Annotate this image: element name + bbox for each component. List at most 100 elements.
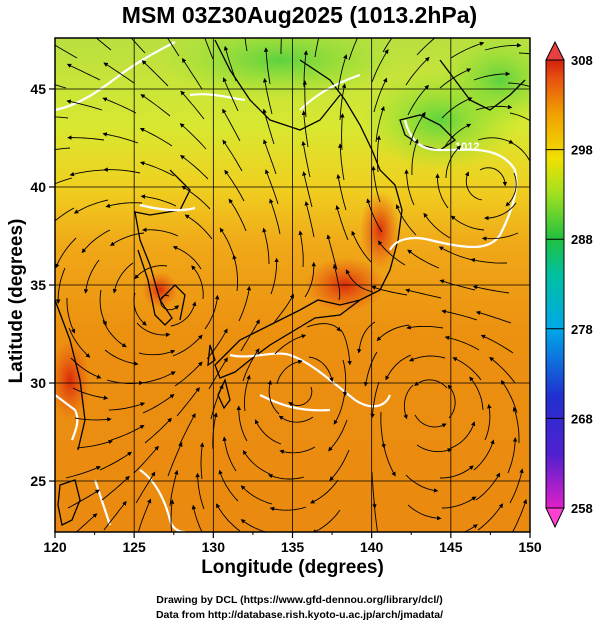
streamline: [134, 265, 168, 280]
streamline: [304, 201, 315, 238]
streamline: [208, 357, 228, 390]
streamline: [70, 357, 102, 379]
streamline: [240, 519, 268, 532]
colorbar-tick-label: 268: [571, 411, 593, 426]
streamline: [72, 387, 109, 400]
streamline: [222, 108, 241, 142]
streamline: [67, 135, 105, 141]
streamline: [216, 503, 241, 532]
streamline: [102, 97, 137, 114]
streamline: [170, 301, 197, 327]
streamline: [477, 137, 514, 144]
streamline: [380, 411, 386, 449]
streamline: [370, 381, 380, 419]
streamline: [55, 177, 73, 185]
x-tick-label: 135: [281, 539, 305, 555]
streamline: [66, 63, 101, 81]
streamline: [337, 54, 348, 91]
streamline: [484, 403, 492, 441]
streamline: [67, 489, 100, 509]
map-title: MSM 03Z30Aug2025 (1013.2hPa): [121, 2, 478, 28]
streamline: [404, 169, 415, 206]
streamline: [199, 442, 205, 480]
streamline: [306, 323, 342, 332]
colorbar-tick-label: 298: [571, 143, 593, 158]
streamline: [244, 38, 248, 52]
streamline: [406, 325, 444, 330]
streamline: [180, 154, 209, 180]
streamline: [55, 237, 77, 269]
streamline: [477, 503, 504, 531]
y-tick-label: 45: [30, 81, 46, 97]
streamline: [328, 419, 348, 452]
streamline: [55, 147, 71, 151]
streamline: [73, 199, 109, 214]
y-axis-ticks: 25 30 35 40 45: [30, 81, 55, 489]
streamline: [103, 62, 135, 84]
streamline: [441, 97, 473, 119]
streamline: [130, 38, 146, 54]
x-tick-label: 145: [439, 539, 463, 555]
y-tick-label: 25: [30, 473, 46, 489]
streamline: [309, 479, 339, 504]
streamline: [463, 524, 478, 532]
streamline: [376, 135, 381, 173]
streamline: [439, 465, 474, 479]
streamline: [267, 473, 305, 480]
streamline: [279, 446, 316, 454]
streamline: [382, 441, 396, 477]
streamline: [411, 138, 419, 176]
streamline: [473, 439, 495, 471]
streamline: [195, 472, 205, 510]
streamline: [179, 123, 207, 150]
streamline: [439, 68, 472, 89]
streamline: [262, 77, 273, 115]
streamline: [144, 417, 172, 444]
streamline: [66, 298, 76, 334]
streamline: [236, 405, 248, 442]
x-tick-label: 150: [518, 539, 542, 555]
streamline: [176, 387, 200, 417]
streamline: [242, 450, 271, 475]
streamline: [302, 171, 313, 208]
streamline: [345, 269, 374, 293]
streamline: [109, 232, 145, 246]
streamline: [55, 44, 78, 59]
streamline: [99, 289, 107, 326]
streamline: [272, 293, 294, 325]
colorbar-tick-label: 258: [571, 501, 593, 516]
streamline: [102, 319, 127, 348]
streamline: [409, 355, 446, 362]
streamline: [444, 335, 480, 351]
streamline: [484, 202, 517, 221]
streamline: [371, 285, 408, 296]
streamline: [108, 402, 146, 411]
streamline: [76, 439, 114, 449]
streamline: [405, 474, 439, 493]
colorbar-max-triangle: [545, 40, 565, 61]
streamline: [475, 310, 512, 324]
streamline: [276, 359, 303, 385]
streamline: [450, 41, 485, 59]
streamline: [267, 380, 280, 415]
streamline: [167, 441, 183, 477]
streamline: [403, 384, 414, 420]
streamline: [480, 334, 514, 354]
streamline: [55, 116, 69, 119]
streamline: [262, 108, 275, 145]
streamline: [484, 43, 522, 51]
streamline: [68, 327, 91, 358]
streamline: [263, 47, 271, 85]
streamline: [507, 82, 530, 88]
x-tick-label: 140: [360, 539, 384, 555]
credit-data: Data from http://database.rish.kyoto-u.a…: [155, 609, 444, 621]
streamline: [140, 94, 171, 117]
streamline: [298, 230, 304, 268]
streamline: [255, 419, 282, 445]
streamline: [269, 198, 281, 235]
streamline: [55, 84, 67, 89]
streamline: [269, 506, 307, 512]
streamline: [416, 444, 453, 453]
streamline: [99, 451, 133, 471]
